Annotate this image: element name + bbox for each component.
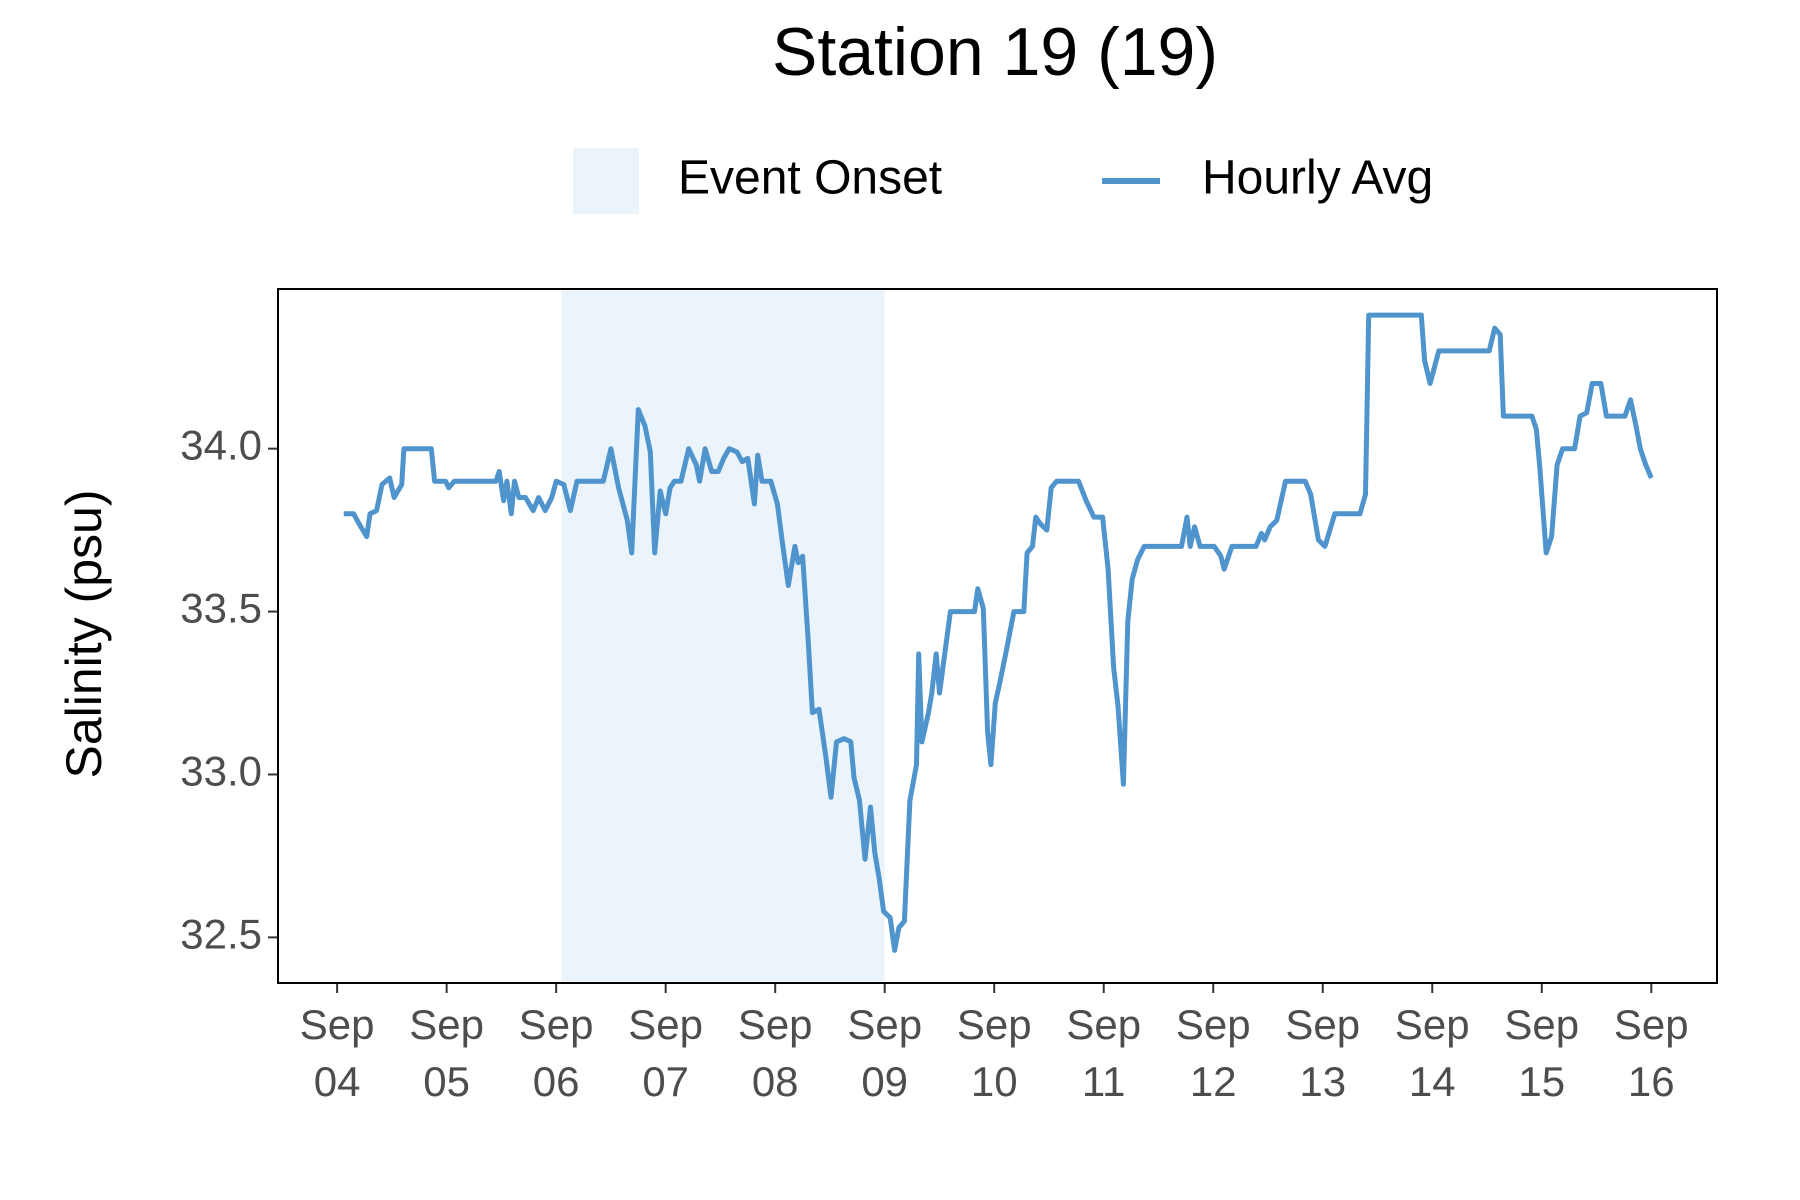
y-tick-label: 33.5: [180, 585, 262, 632]
legend-label: Hourly Avg: [1202, 152, 1433, 205]
y-tick-label: 34.0: [180, 422, 262, 469]
plot-border: [277, 288, 1718, 984]
y-tick-label: 32.5: [180, 910, 262, 957]
x-tick-label: Sep 11: [1066, 1001, 1141, 1105]
data-line: [343, 312, 1654, 953]
x-tick-label: Sep 13: [1285, 1001, 1360, 1105]
legend-swatch: [573, 148, 639, 214]
x-tick-label: Sep 05: [409, 1001, 484, 1105]
x-tick-label: Sep 09: [847, 1001, 922, 1105]
x-tick-label: Sep 07: [628, 1001, 703, 1105]
x-tick-label: Sep 16: [1614, 1001, 1689, 1105]
x-tick-label: Sep 06: [519, 1001, 594, 1105]
y-axis-label: Salinity (psu): [56, 490, 112, 779]
x-tick-label: Sep 08: [738, 1001, 813, 1105]
shaded-region: [561, 289, 885, 983]
legend-label: Event Onset: [678, 152, 942, 205]
x-tick-label: Sep 14: [1395, 1001, 1470, 1105]
y-tick-label: 33.0: [180, 748, 262, 795]
x-tick-label: Sep 15: [1504, 1001, 1579, 1105]
x-tick-label: Sep 10: [957, 1001, 1032, 1105]
x-tick-label: Sep 04: [300, 1001, 375, 1105]
x-tick-label: Sep 12: [1176, 1001, 1251, 1105]
chart-title: Station 19 (19): [772, 14, 1218, 90]
